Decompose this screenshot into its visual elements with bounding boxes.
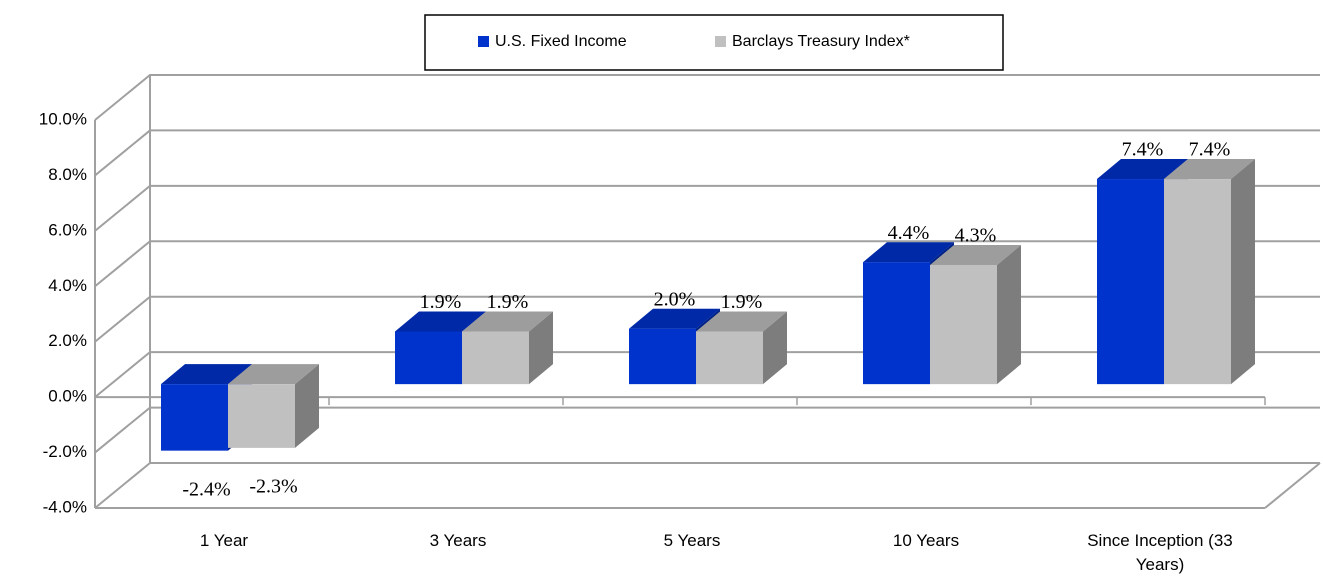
bar-top bbox=[1097, 159, 1188, 180]
grid-line bbox=[94, 462, 1320, 509]
grid-line bbox=[94, 240, 1320, 288]
bar bbox=[462, 331, 529, 385]
legend-label: U.S. Fixed Income bbox=[495, 33, 627, 50]
x-tick-label: 3 Years bbox=[429, 531, 487, 550]
value-label: 1.9% bbox=[487, 291, 529, 313]
bar-top-shade bbox=[629, 308, 720, 329]
bar-side-shade bbox=[1231, 159, 1255, 385]
bar bbox=[930, 264, 997, 385]
grid-line bbox=[94, 74, 1320, 121]
bar-top bbox=[696, 311, 787, 332]
bar-side-shade bbox=[763, 311, 787, 385]
bar-top bbox=[1164, 159, 1255, 180]
grid-line bbox=[94, 184, 1320, 232]
legend-label: Barclays Treasury Index* bbox=[732, 33, 910, 50]
bar bbox=[161, 384, 228, 451]
legend-box bbox=[424, 14, 1004, 71]
bar-top-shade bbox=[696, 311, 787, 332]
value-label: 7.4% bbox=[1122, 139, 1164, 161]
bar bbox=[629, 328, 696, 385]
y-tick-label: 8.0% bbox=[48, 165, 87, 184]
bar-side-shade bbox=[529, 311, 553, 385]
y-tick-label: 0.0% bbox=[48, 387, 87, 406]
bar-top bbox=[930, 244, 1021, 265]
value-label: 2.0% bbox=[654, 288, 696, 310]
x-tick-label: 10 Years bbox=[892, 531, 960, 550]
value-label: 4.4% bbox=[888, 222, 930, 244]
value-label: -2.4% bbox=[182, 478, 230, 500]
y-tick-label: 10.0% bbox=[39, 109, 87, 128]
bar-side-shade bbox=[997, 244, 1021, 385]
x-tick-label: 1 Year bbox=[199, 531, 249, 550]
bar-side bbox=[1231, 159, 1255, 385]
value-label: 1.9% bbox=[420, 291, 462, 313]
value-label: -2.3% bbox=[249, 475, 297, 497]
bar-top-shade bbox=[1164, 159, 1255, 180]
value-label: 4.3% bbox=[955, 225, 997, 247]
bar-top bbox=[395, 311, 486, 332]
bar bbox=[395, 331, 462, 385]
y-tick-label: 6.0% bbox=[48, 220, 87, 239]
bar bbox=[863, 262, 930, 385]
bar-side bbox=[997, 244, 1021, 385]
y-tick-label: -2.0% bbox=[43, 442, 87, 461]
bar-side bbox=[763, 311, 787, 385]
bar-top-shade bbox=[462, 311, 553, 332]
bar-side-shade bbox=[295, 364, 319, 448]
floor-line bbox=[1264, 462, 1321, 509]
legend-swatch bbox=[715, 36, 726, 47]
bar-top-shade bbox=[395, 311, 486, 332]
grid-line bbox=[94, 406, 1320, 454]
x-tick-label: Since Inception (33 Years) bbox=[1087, 531, 1233, 574]
bar bbox=[228, 384, 295, 448]
bar-top bbox=[629, 308, 720, 329]
x-tick-label: 5 Years bbox=[663, 531, 721, 550]
bar bbox=[1164, 179, 1231, 385]
y-tick-label: 2.0% bbox=[48, 331, 87, 350]
value-label: 7.4% bbox=[1189, 139, 1231, 161]
bar-side bbox=[295, 364, 319, 448]
bar bbox=[696, 331, 763, 385]
y-tick-label: 4.0% bbox=[48, 276, 87, 295]
bar-top-shade bbox=[228, 364, 319, 385]
bar-top bbox=[161, 364, 252, 385]
y-tick-label: -4.0% bbox=[43, 497, 87, 516]
bar-top bbox=[228, 364, 319, 385]
grid-line bbox=[94, 129, 1320, 177]
bar-top bbox=[462, 311, 553, 332]
bar-side bbox=[529, 311, 553, 385]
bar-top bbox=[863, 242, 954, 263]
bar-top-shade bbox=[161, 364, 252, 385]
bar-top-shade bbox=[1097, 159, 1188, 180]
bar bbox=[1097, 179, 1164, 385]
bar-top-shade bbox=[863, 242, 954, 263]
bar-top-shade bbox=[930, 244, 1021, 265]
legend-swatch bbox=[478, 36, 489, 47]
value-label: 1.9% bbox=[721, 291, 763, 313]
